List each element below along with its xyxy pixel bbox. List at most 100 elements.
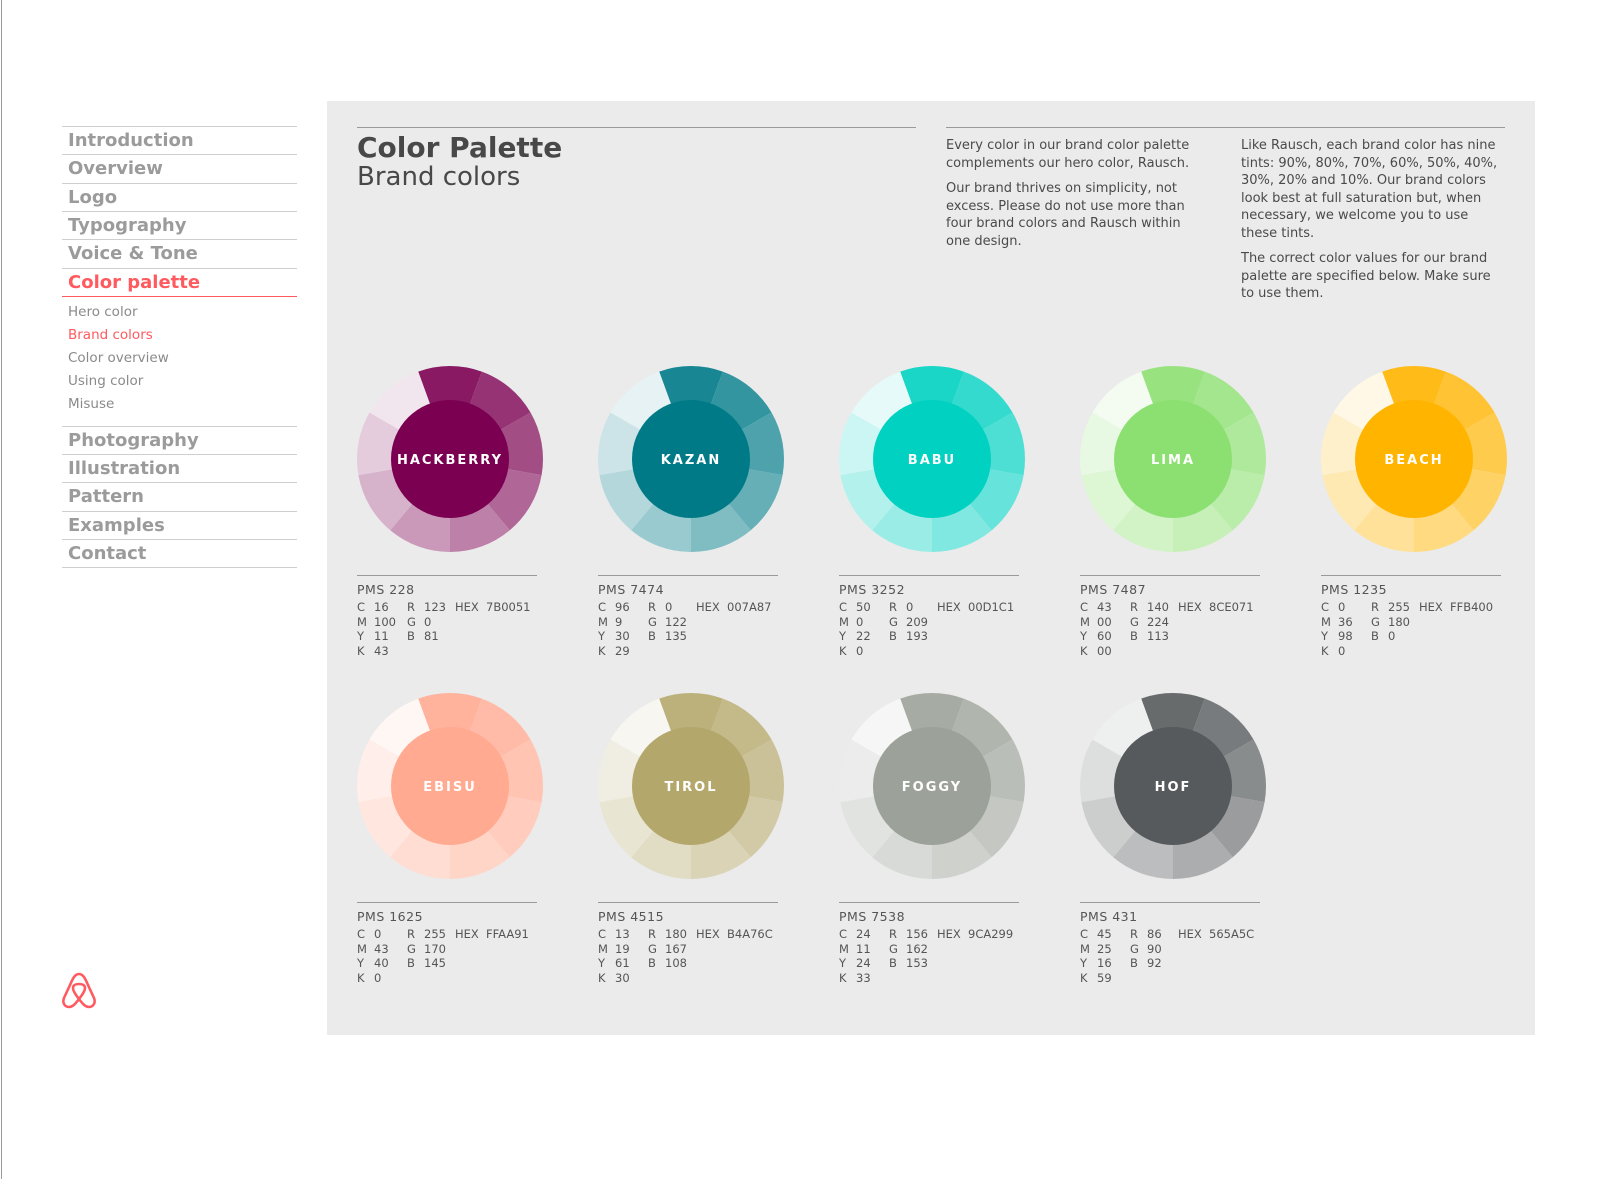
nav-item[interactable]: Introduction (68, 130, 194, 151)
nav-subitem[interactable]: Hero color (68, 303, 138, 320)
color-name: BEACH (1384, 453, 1443, 468)
cmyk-value: 96 (615, 600, 630, 614)
cmyk-label: C (598, 927, 607, 941)
rgb-value: 123 (424, 600, 446, 614)
hex-value: 8CE071 (1209, 600, 1254, 614)
cmyk-value: 9 (615, 614, 623, 629)
rgb-value: 90 (1147, 941, 1162, 956)
rgb-value: 153 (906, 956, 928, 970)
rgb-value: 162 (906, 941, 928, 956)
separator (598, 575, 778, 576)
nav-item[interactable]: Examples (68, 514, 165, 536)
cmyk-label: K (1080, 970, 1088, 985)
intro-column1: Every color in our brand color palette c… (946, 137, 1191, 258)
cmyk-value: 43 (374, 941, 389, 956)
hex-value: B4A76C (727, 927, 773, 941)
nav-subitem[interactable]: Using color (68, 372, 144, 389)
pms: PMS 3252 (839, 582, 906, 597)
rgb-value: 81 (424, 629, 439, 643)
nav-item[interactable]: Contact (68, 543, 147, 564)
tint-segment (741, 412, 784, 476)
base-color (873, 727, 991, 845)
cmyk-label: Y (1080, 956, 1088, 970)
cmyk-label: K (1321, 643, 1329, 658)
cmyk-value: 43 (1097, 600, 1112, 614)
cmyk-value: 40 (374, 956, 389, 970)
nav-subitem[interactable]: Brand colors (68, 326, 153, 343)
rgb-value: 140 (1147, 600, 1169, 614)
nav-subitem[interactable]: Misuse (68, 395, 115, 412)
tint-segment (1192, 371, 1254, 430)
nav-item[interactable]: Color palette (68, 271, 201, 293)
rgb-value: 145 (424, 956, 446, 970)
pms: PMS 228 (357, 582, 415, 597)
rgb-label: B (889, 956, 897, 970)
separator (598, 902, 778, 903)
cmyk-value: 11 (374, 629, 389, 643)
tint-segment (469, 698, 531, 757)
nav-item[interactable]: Photography (68, 429, 199, 451)
hex-value: 565A5C (1209, 927, 1255, 941)
tint-segment (710, 371, 772, 430)
base-color (391, 727, 509, 845)
cmyk-label: K (598, 643, 606, 658)
tint-segment (500, 739, 543, 803)
nav-item[interactable]: Pattern (68, 486, 144, 508)
pms: PMS 7538 (839, 909, 906, 924)
nav-item[interactable]: Voice & Tone (68, 243, 198, 265)
nav-item[interactable]: Typography (68, 214, 187, 236)
hex-label: HEX (937, 600, 961, 614)
separator (62, 210, 297, 212)
cmyk-label: M (357, 941, 367, 956)
nav-item[interactable]: Illustration (68, 458, 181, 480)
tint-segment (418, 693, 482, 732)
cmyk-value: 100 (374, 614, 396, 629)
hex-label: HEX (1178, 927, 1202, 941)
rgb-value: 0 (424, 614, 432, 629)
color-name: HACKBERRY (397, 453, 503, 468)
cmyk-value: 16 (1097, 956, 1112, 970)
pms: PMS 7474 (598, 582, 665, 597)
nav-item[interactable]: Logo (68, 186, 118, 208)
color-name: EBISU (423, 780, 477, 795)
tint-segment (839, 412, 882, 476)
base-color (873, 400, 991, 518)
rgb-value: 167 (665, 941, 687, 956)
cmyk-value: 0 (856, 643, 864, 658)
tint-segment (1223, 412, 1266, 476)
color-wheel: HACKBERRY (357, 366, 543, 552)
cmyk-value: 00 (1097, 643, 1112, 658)
cmyk-label: M (598, 941, 608, 956)
separator (62, 126, 297, 127)
rgb-label: G (648, 941, 657, 956)
rgb-value: 86 (1147, 927, 1162, 941)
tint-segment (610, 698, 672, 757)
nav-subitem[interactable]: Color overview (68, 349, 169, 366)
tint-segment (1321, 412, 1364, 476)
tint-segment (1451, 469, 1506, 531)
tint-segment (598, 412, 641, 476)
rgb-value: 193 (906, 629, 928, 643)
tint-segment (1322, 469, 1377, 531)
rgb-label: G (889, 941, 898, 956)
rgb-label: G (1371, 614, 1380, 629)
tint-segment (610, 371, 672, 430)
tint-segment (358, 469, 413, 531)
hex-label: HEX (696, 927, 720, 941)
rgb-value: 255 (1388, 600, 1410, 614)
nav-item[interactable]: Overview (68, 158, 163, 180)
cmyk-value: 60 (1097, 629, 1112, 643)
intro-paragraph: Every color in our brand color palette c… (946, 138, 1190, 171)
rgb-label: R (648, 927, 656, 941)
hex-label: HEX (696, 600, 720, 614)
tint-segment (659, 693, 723, 732)
separator (62, 482, 297, 484)
tint-segment (1080, 412, 1123, 476)
pms: PMS 1625 (357, 909, 424, 924)
separator (1080, 902, 1260, 903)
page-subtitle: Brand colors (357, 162, 521, 192)
tint-segment (1382, 366, 1446, 405)
separator (62, 295, 297, 297)
cmyk-label: K (357, 970, 365, 985)
hex-label: HEX (455, 600, 479, 614)
